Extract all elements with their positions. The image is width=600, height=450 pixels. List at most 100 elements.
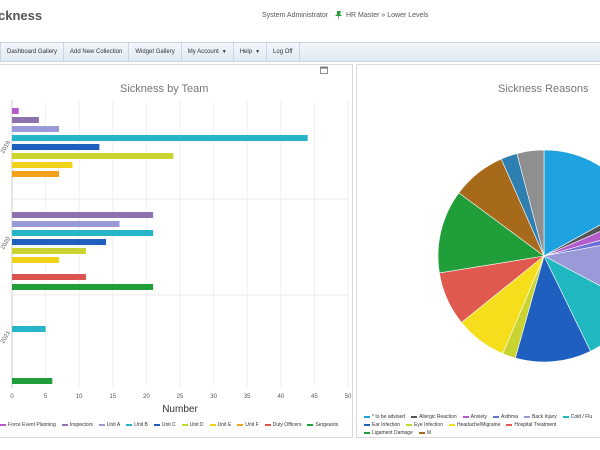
x-tick-label: 0 xyxy=(10,394,14,400)
legend-item-anxiety[interactable]: Anxiety xyxy=(462,414,487,420)
caret-down-icon: ▼ xyxy=(221,49,227,55)
x-tick-label: 20 xyxy=(143,394,150,400)
chart-title-reasons: Sickness Reasons xyxy=(498,83,589,95)
legend-swatch xyxy=(418,432,425,434)
legend-label: Unit E xyxy=(217,422,232,428)
legend-swatch xyxy=(562,416,569,418)
calendar-icon[interactable] xyxy=(320,66,328,74)
pie-slice-back-injury[interactable] xyxy=(543,237,600,306)
bar-unit-f-2019[interactable] xyxy=(12,171,60,177)
bar-duty-officers-2020[interactable] xyxy=(12,274,86,280)
nav-widget-gallery[interactable]: Widget Gallery xyxy=(129,43,182,61)
legend-swatch xyxy=(181,424,188,426)
pin-icon xyxy=(335,11,342,20)
caret-down-icon: ▼ xyxy=(255,49,261,55)
legend-swatch xyxy=(126,424,133,426)
x-tick-label: 10 xyxy=(76,394,83,400)
x-tick-label: 50 xyxy=(345,394,352,400)
legend-label: Unit B xyxy=(134,422,148,428)
bar-inspectors-2020[interactable] xyxy=(12,212,154,218)
legend-item-eye-infection[interactable]: Eye Infection xyxy=(406,422,443,428)
x-tick-label: 15 xyxy=(109,394,116,400)
bar-unit-c-2019[interactable] xyxy=(12,144,100,150)
legend-item-headache-migraine[interactable]: Headache/Migraine xyxy=(448,422,500,428)
legend-label: Force Event Planning xyxy=(8,422,56,428)
legend-item-ligament-damage[interactable]: Ligament Damage xyxy=(364,430,413,436)
pie-slice-unlabeled-13[interactable] xyxy=(516,149,545,257)
legend-item-asthma[interactable]: Asthma xyxy=(493,414,518,420)
legend-item-allergic-reaction[interactable]: Allergic Reaction xyxy=(411,414,457,420)
pie-slice-allergic-reaction[interactable] xyxy=(543,205,600,257)
legend-item-back-injury[interactable]: Back Injury xyxy=(523,414,557,420)
bar-inspectors-2019[interactable] xyxy=(12,117,39,123)
nav-label: Log Off xyxy=(273,49,293,55)
legend-item-hospital-treatment[interactable]: Hospital Treatment xyxy=(506,422,556,428)
legend-label: Inspectors xyxy=(69,422,93,428)
x-tick-label: 40 xyxy=(277,394,284,400)
x-tick-label: 25 xyxy=(177,394,184,400)
legend-item-unit-b[interactable]: Unit B xyxy=(126,422,148,428)
legend-item-unit-e[interactable]: Unit E xyxy=(209,422,232,428)
legend-label: Ear Infection xyxy=(372,422,401,428)
nav-label: Dashboard Gallery xyxy=(7,49,58,55)
team-legend: Force Event Planning Inspectors Unit A Unit… xyxy=(0,422,338,428)
legend-item-unit-a[interactable]: Unit A xyxy=(98,422,121,428)
bar-sergeants-2020[interactable] xyxy=(12,284,154,290)
bar-unit-e-2019[interactable] xyxy=(12,162,73,168)
legend-label: Sergeants xyxy=(315,422,339,428)
legend-item-unit-d[interactable]: Unit D xyxy=(181,422,204,428)
sickness-reasons-chart xyxy=(437,149,600,363)
legend-swatch xyxy=(506,424,513,426)
main-navbar: Dashboard Gallery Add New Collection Widge… xyxy=(0,42,600,62)
pie-slice-ear-infection[interactable] xyxy=(514,255,591,363)
reasons-legend: * to be advised Allergic Reaction Anxiety A… xyxy=(364,414,600,436)
x-axis-label: Number xyxy=(162,404,198,415)
legend-label: Unit A xyxy=(106,422,121,428)
x-tick-label: 30 xyxy=(210,394,217,400)
nav-label: My Account xyxy=(187,49,219,55)
nav-label: Add New Collection xyxy=(70,49,123,55)
legend-item-sergeants[interactable]: Sergeants xyxy=(307,422,338,428)
bar-unit-d-2019[interactable] xyxy=(12,153,174,159)
legend-swatch xyxy=(209,424,216,426)
legend-label: Duty Officers xyxy=(272,422,302,428)
pie-slice-anxiety[interactable] xyxy=(543,214,600,257)
bar-unit-b-2021[interactable] xyxy=(12,326,46,332)
bar-unit-a-2019[interactable] xyxy=(12,126,60,132)
bar-force-event-planning-2019[interactable] xyxy=(12,108,19,114)
legend-item-ear-infection[interactable]: Ear Infection xyxy=(364,422,400,428)
legend-swatch xyxy=(0,424,6,426)
legend-item-inspectors[interactable]: Inspectors xyxy=(61,422,93,428)
legend-swatch xyxy=(61,424,68,426)
legend-label: M xyxy=(426,430,432,436)
legend-swatch xyxy=(523,416,530,418)
nav-log-off[interactable]: Log Off xyxy=(267,43,300,61)
legend-item-unit-c[interactable]: Unit C xyxy=(153,422,176,428)
pie-slice-to-be-advised[interactable] xyxy=(543,149,600,257)
nav-add-new-collection[interactable]: Add New Collection xyxy=(64,43,130,61)
bar-unit-b-2020[interactable] xyxy=(12,230,154,236)
legend-label: Ligament Damage xyxy=(372,430,413,436)
bar-unit-b-2019[interactable] xyxy=(12,135,308,141)
legend-item-m[interactable]: M xyxy=(418,430,432,436)
nav-my-account[interactable]: My Account ▼ xyxy=(182,43,234,61)
legend-item-cold-flu[interactable]: Cold / Flu xyxy=(562,414,592,420)
hierarchy-selector[interactable]: HR Master » Lower Levels xyxy=(335,11,428,20)
bar-unit-c-2020[interactable] xyxy=(12,239,107,245)
legend-item-duty-officers[interactable]: Duty Officers xyxy=(264,422,302,428)
bar-sergeants-2021[interactable] xyxy=(12,378,53,384)
bar-unit-a-2020[interactable] xyxy=(12,221,120,227)
bar-unit-e-2020[interactable] xyxy=(12,257,60,263)
legend-swatch xyxy=(237,424,244,426)
nav-help[interactable]: Help ▼ xyxy=(234,43,268,61)
legend-item-force-event-planning[interactable]: Force Event Planning xyxy=(0,422,56,428)
legend-swatch xyxy=(98,424,105,426)
legend-item-unit-f[interactable]: Unit F xyxy=(237,422,259,428)
legend-swatch xyxy=(264,424,271,426)
pie-slice-ligament-damage[interactable] xyxy=(437,192,545,274)
legend-swatch xyxy=(493,416,500,418)
bar-unit-d-2020[interactable] xyxy=(12,248,86,254)
nav-dashboard-gallery[interactable]: Dashboard Gallery xyxy=(0,43,65,61)
legend-item-to-be-advised[interactable]: * to be advised xyxy=(364,414,405,420)
